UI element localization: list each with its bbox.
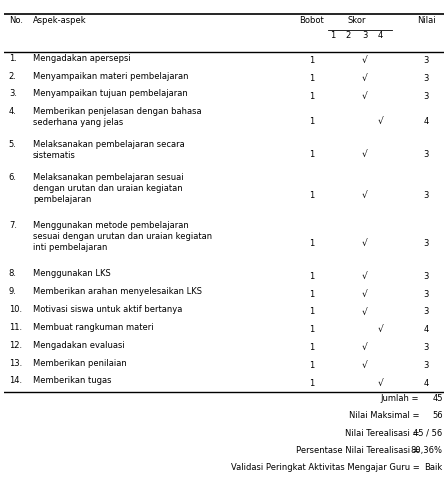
Text: Aspek-aspek: Aspek-aspek [33, 16, 86, 24]
Text: Memberikan tugas: Memberikan tugas [33, 376, 112, 385]
Text: 13.: 13. [9, 359, 22, 368]
Text: 4: 4 [423, 379, 429, 388]
Text: 3: 3 [423, 92, 429, 101]
Text: 1: 1 [309, 150, 314, 159]
Text: 7.: 7. [9, 221, 17, 230]
Text: 1: 1 [309, 325, 314, 335]
Text: 5.: 5. [9, 140, 17, 149]
Text: 3.: 3. [9, 89, 17, 98]
Text: 3: 3 [423, 289, 429, 299]
Text: 1: 1 [309, 272, 314, 281]
Text: Motivasi siswa untuk aktif bertanya: Motivasi siswa untuk aktif bertanya [33, 305, 182, 314]
Text: 1: 1 [309, 289, 314, 299]
Text: 4: 4 [423, 325, 429, 335]
Text: 2: 2 [345, 31, 351, 40]
Text: √: √ [362, 361, 367, 370]
Text: √: √ [362, 150, 367, 159]
Text: 3: 3 [423, 272, 429, 281]
Text: 4: 4 [423, 118, 429, 126]
Text: Baik: Baik [424, 463, 443, 472]
Text: Nilai Maksimal =: Nilai Maksimal = [349, 411, 419, 420]
Text: 45 / 56: 45 / 56 [414, 429, 443, 438]
Text: 1: 1 [309, 361, 314, 370]
Text: 1: 1 [309, 74, 314, 83]
Text: Menyampaikan materi pembelajaran: Menyampaikan materi pembelajaran [33, 72, 189, 81]
Text: Persentase Nilai Terealisasi =: Persentase Nilai Terealisasi = [296, 446, 419, 455]
Text: Melaksanakan pembelajaran sesuai
dengan urutan dan uraian kegiatan
pembelajaran: Melaksanakan pembelajaran sesuai dengan … [33, 173, 184, 204]
Text: 1: 1 [309, 343, 314, 352]
Text: 1: 1 [309, 308, 314, 316]
Text: 14.: 14. [9, 376, 22, 385]
Text: √: √ [362, 191, 367, 200]
Text: 1: 1 [330, 31, 336, 40]
Text: 8.: 8. [9, 269, 17, 278]
Text: Memberikan arahan menyelesaikan LKS: Memberikan arahan menyelesaikan LKS [33, 287, 202, 296]
Text: √: √ [362, 56, 367, 65]
Text: 3: 3 [423, 361, 429, 370]
Text: Membuat rangkuman materi: Membuat rangkuman materi [33, 323, 154, 332]
Text: √: √ [362, 272, 367, 281]
Text: 3: 3 [423, 308, 429, 316]
Text: √: √ [362, 92, 367, 101]
Text: √: √ [362, 239, 367, 248]
Text: 3: 3 [423, 74, 429, 83]
Text: 1: 1 [309, 92, 314, 101]
Text: 3: 3 [362, 31, 367, 40]
Text: 1: 1 [309, 56, 314, 65]
Text: 56: 56 [432, 411, 443, 420]
Text: √: √ [362, 308, 367, 316]
Text: 45: 45 [432, 394, 443, 403]
Text: 1: 1 [309, 379, 314, 388]
Text: Menyampaikan tujuan pembelajaran: Menyampaikan tujuan pembelajaran [33, 89, 188, 98]
Text: √: √ [362, 289, 367, 299]
Text: 6.: 6. [9, 173, 17, 182]
Text: 4.: 4. [9, 108, 17, 116]
Text: Mengadakan apersepsi: Mengadakan apersepsi [33, 54, 131, 63]
Text: Nilai Terealisasi =: Nilai Terealisasi = [345, 429, 419, 438]
Text: 2.: 2. [9, 72, 17, 81]
Text: 80,36%: 80,36% [411, 446, 443, 455]
Text: Nilai: Nilai [417, 16, 435, 24]
Text: Mengadakan evaluasi: Mengadakan evaluasi [33, 341, 125, 349]
Text: Menggunakan metode pembelajaran
sesuai dengan urutan dan uraian kegiatan
inti pe: Menggunakan metode pembelajaran sesuai d… [33, 221, 212, 252]
Text: Memberikan penjelasan dengan bahasa
sederhana yang jelas: Memberikan penjelasan dengan bahasa sede… [33, 108, 202, 127]
Text: No.: No. [9, 16, 23, 24]
Text: 9.: 9. [9, 287, 17, 296]
Text: 1: 1 [309, 191, 314, 200]
Text: √: √ [362, 343, 367, 352]
Text: √: √ [378, 379, 383, 388]
Text: Memberikan penilaian: Memberikan penilaian [33, 359, 127, 368]
Text: √: √ [378, 118, 383, 126]
Text: Bobot: Bobot [299, 16, 324, 24]
Text: Jumlah =: Jumlah = [381, 394, 419, 403]
Text: 3: 3 [423, 343, 429, 352]
Text: Skor: Skor [348, 16, 366, 24]
Text: 1.: 1. [9, 54, 17, 63]
Text: 3: 3 [423, 56, 429, 65]
Text: √: √ [362, 74, 367, 83]
Text: 1: 1 [309, 239, 314, 248]
Text: 3: 3 [423, 150, 429, 159]
Text: Melaksanakan pembelajaran secara
sistematis: Melaksanakan pembelajaran secara sistema… [33, 140, 185, 160]
Text: Validasi Peringkat Aktivitas Mengajar Guru =: Validasi Peringkat Aktivitas Mengajar Gu… [231, 463, 419, 472]
Text: 12.: 12. [9, 341, 22, 349]
Text: 4: 4 [378, 31, 383, 40]
Text: 11.: 11. [9, 323, 22, 332]
Text: 1: 1 [309, 118, 314, 126]
Text: 3: 3 [423, 191, 429, 200]
Text: 10.: 10. [9, 305, 22, 314]
Text: Menggunakan LKS: Menggunakan LKS [33, 269, 111, 278]
Text: 3: 3 [423, 239, 429, 248]
Text: √: √ [378, 325, 383, 335]
